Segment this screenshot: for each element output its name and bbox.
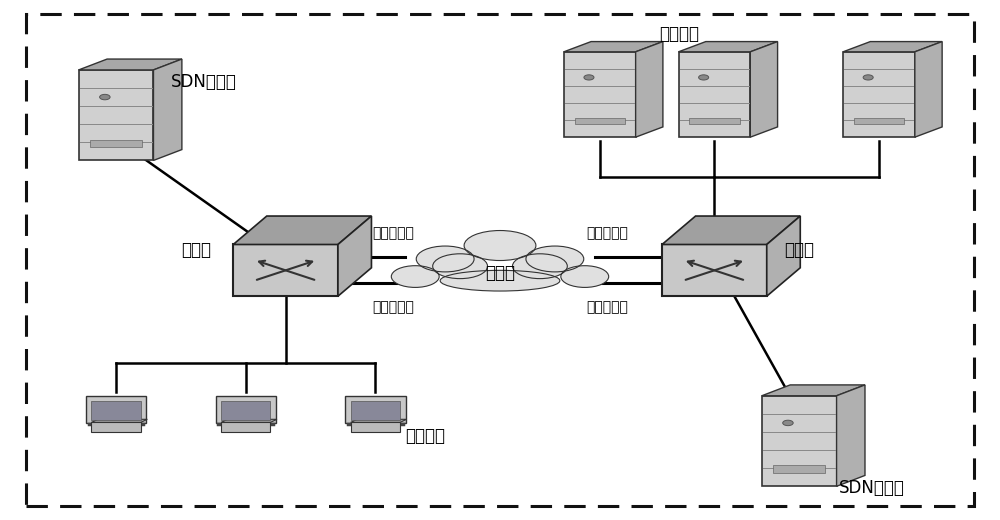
Polygon shape bbox=[233, 216, 371, 244]
FancyBboxPatch shape bbox=[221, 401, 270, 420]
Polygon shape bbox=[79, 70, 153, 161]
Circle shape bbox=[783, 420, 793, 426]
FancyBboxPatch shape bbox=[216, 396, 276, 423]
Text: 互联网: 互联网 bbox=[485, 264, 515, 282]
Text: 服务网络: 服务网络 bbox=[659, 25, 699, 43]
Polygon shape bbox=[915, 42, 942, 137]
Polygon shape bbox=[153, 59, 182, 161]
FancyBboxPatch shape bbox=[90, 139, 142, 147]
Polygon shape bbox=[679, 52, 750, 137]
Polygon shape bbox=[662, 244, 767, 296]
FancyBboxPatch shape bbox=[575, 118, 625, 124]
Polygon shape bbox=[564, 52, 636, 137]
Ellipse shape bbox=[561, 266, 609, 288]
Polygon shape bbox=[91, 419, 147, 422]
Polygon shape bbox=[636, 42, 663, 137]
Polygon shape bbox=[662, 216, 800, 244]
Text: 数据链路一: 数据链路一 bbox=[586, 226, 628, 240]
Text: 数据链路二: 数据链路二 bbox=[372, 301, 414, 315]
FancyBboxPatch shape bbox=[221, 422, 270, 432]
Polygon shape bbox=[837, 385, 865, 486]
Text: 数据链路一: 数据链路一 bbox=[372, 226, 414, 240]
Circle shape bbox=[699, 75, 709, 80]
Ellipse shape bbox=[464, 230, 536, 261]
Ellipse shape bbox=[512, 254, 567, 279]
Circle shape bbox=[584, 75, 594, 80]
Polygon shape bbox=[679, 42, 778, 52]
Polygon shape bbox=[843, 42, 942, 52]
FancyBboxPatch shape bbox=[351, 422, 400, 432]
Polygon shape bbox=[351, 419, 407, 422]
Polygon shape bbox=[233, 244, 338, 296]
FancyBboxPatch shape bbox=[345, 396, 406, 423]
Ellipse shape bbox=[440, 270, 560, 291]
FancyBboxPatch shape bbox=[351, 401, 400, 420]
FancyBboxPatch shape bbox=[689, 118, 740, 124]
Ellipse shape bbox=[526, 246, 584, 272]
FancyBboxPatch shape bbox=[91, 422, 141, 432]
Polygon shape bbox=[79, 59, 182, 70]
FancyBboxPatch shape bbox=[854, 118, 904, 124]
FancyBboxPatch shape bbox=[773, 465, 825, 473]
Text: SDN控制器: SDN控制器 bbox=[839, 478, 905, 497]
Polygon shape bbox=[762, 396, 837, 486]
Polygon shape bbox=[762, 385, 865, 396]
Text: 交换机: 交换机 bbox=[181, 241, 211, 258]
Circle shape bbox=[863, 75, 873, 80]
Ellipse shape bbox=[416, 246, 474, 272]
Text: SDN控制器: SDN控制器 bbox=[171, 73, 237, 90]
Polygon shape bbox=[221, 419, 277, 422]
Ellipse shape bbox=[433, 254, 488, 279]
Text: 用户网络: 用户网络 bbox=[405, 427, 445, 445]
FancyBboxPatch shape bbox=[91, 401, 141, 420]
Polygon shape bbox=[338, 216, 371, 296]
Polygon shape bbox=[750, 42, 778, 137]
Ellipse shape bbox=[391, 266, 439, 288]
Text: 交换机: 交换机 bbox=[784, 241, 814, 258]
Polygon shape bbox=[564, 42, 663, 52]
Text: 数据链路二: 数据链路二 bbox=[586, 301, 628, 315]
Circle shape bbox=[100, 94, 110, 100]
Polygon shape bbox=[767, 216, 800, 296]
Polygon shape bbox=[843, 52, 915, 137]
FancyBboxPatch shape bbox=[86, 396, 146, 423]
